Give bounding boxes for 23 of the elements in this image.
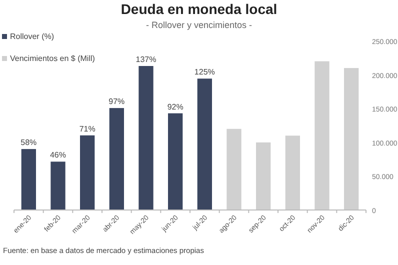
bar xyxy=(109,108,124,210)
bar xyxy=(80,135,95,210)
chart-title: Deuda en moneda local xyxy=(120,1,278,17)
bar xyxy=(344,68,359,210)
bar xyxy=(21,149,36,210)
data-label: 97% xyxy=(108,97,125,106)
data-label: 92% xyxy=(167,102,184,112)
data-label: 58% xyxy=(20,138,37,148)
bar xyxy=(138,66,154,210)
data-label: 46% xyxy=(50,150,66,160)
data-label: 137% xyxy=(136,55,156,64)
bar xyxy=(50,162,66,210)
legend-label: Rollover (%) xyxy=(10,32,54,41)
legend-label: Vencimientos en $ (Mill) xyxy=(10,54,96,63)
bar xyxy=(226,128,242,210)
chart-subtitle: - Rollover y vencimientos - xyxy=(146,20,252,30)
bar xyxy=(168,113,183,210)
bar xyxy=(314,61,330,210)
bar xyxy=(197,78,212,210)
data-label: 71% xyxy=(79,124,96,134)
data-label: 125% xyxy=(194,68,215,77)
bar xyxy=(256,142,271,210)
bar xyxy=(285,136,300,210)
